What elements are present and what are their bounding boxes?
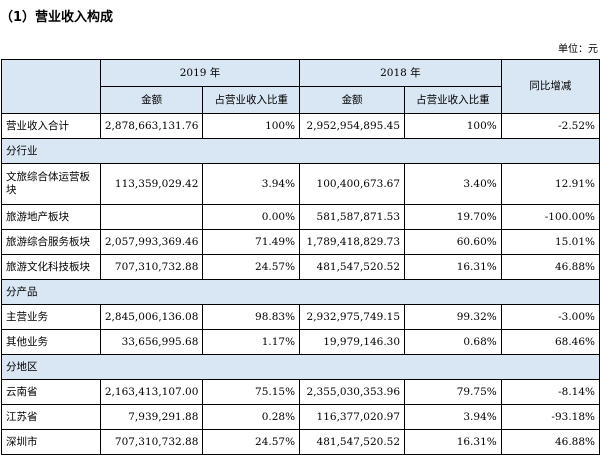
ratio-2019: 100% [202,113,301,139]
amount-2018: 100,400,673.67 [299,163,406,205]
section-row-product: 分产品 [1,279,600,305]
header-amount-2018: 金额 [299,86,406,114]
header-2018: 2018 年 [299,59,502,87]
ratio-2018: 79.75% [404,379,502,405]
ratio-2019: 24.57% [202,254,301,280]
row-label: 旅游综合服务板块 [1,229,101,255]
yoy-change: 46.88% [500,254,600,280]
ratio-2018: 99.32% [404,304,502,330]
ratio-2018: 3.94% [404,404,502,430]
row-label: 江苏省 [1,404,101,430]
header-blank [1,59,101,114]
amount-2018: 581,587,871.53 [299,204,406,230]
header-amount-2019: 金额 [99,86,204,114]
ratio-2018: 100% [404,113,502,139]
ratio-2018: 19.70% [404,204,502,230]
amount-2018: 1,789,418,829.73 [299,229,406,255]
yoy-change: 46.88% [500,429,600,455]
total-row: 营业收入合计 2,878,663,131.76 100% 2,952,954,8… [1,113,600,139]
ratio-2019: 75.15% [202,379,301,405]
row-label: 云南省 [1,379,101,405]
table-row: 文旅综合体运营板块 113,359,029.42 3.94% 100,400,6… [1,163,600,205]
ratio-2019: 0.28% [202,404,301,430]
ratio-2019: 24.57% [202,429,301,455]
ratio-2019: 98.83% [202,304,301,330]
amount-2018: 2,932,975,749.15 [299,304,406,330]
row-label: 营业收入合计 [1,113,101,139]
amount-2018: 2,952,954,895.45 [299,113,406,139]
amount-2019: 2,878,663,131.76 [99,113,204,139]
yoy-change: -8.14% [500,379,600,405]
amount-2019 [99,204,204,230]
yoy-change: -3.00% [500,304,600,330]
ratio-2019: 71.49% [202,229,301,255]
ratio-2018: 0.68% [404,329,502,355]
amount-2019: 707,310,732.88 [99,429,204,455]
section-row-region: 分地区 [1,354,600,380]
yoy-change: -2.52% [500,113,600,139]
amount-2019: 33,656,995.68 [99,329,204,355]
ratio-2018: 3.40% [404,163,502,205]
section-label: 分产品 [1,279,600,305]
amount-2019: 2,057,993,369.46 [99,229,204,255]
header-ratio-2018: 占营业收入比重 [404,86,502,114]
yoy-change: 68.46% [500,329,600,355]
table-row: 主营业务 2,845,006,136.08 98.83% 2,932,975,7… [1,304,600,330]
row-label: 深圳市 [1,429,101,455]
table-row: 江苏省 7,939,291.88 0.28% 116,377,020.97 3.… [1,404,600,430]
header-ratio-2019: 占营业收入比重 [202,86,301,114]
table-row: 其他业务 33,656,995.68 1.17% 19,979,146.30 0… [1,329,600,355]
revenue-table: 2019 年 2018 年 同比增减 金额 占营业收入比重 金额 占营业收入比重… [1,59,600,455]
amount-2018: 116,377,020.97 [299,404,406,430]
section-row-industry: 分行业 [1,138,600,164]
header-row-fields: 金额 占营业收入比重 金额 占营业收入比重 [2,86,600,114]
row-label: 其他业务 [1,329,101,355]
ratio-2019: 3.94% [202,163,301,205]
ratio-2018: 60.60% [404,229,502,255]
ratio-2019: 0.00% [202,204,301,230]
header-yoy: 同比增减 [500,59,600,114]
amount-2019: 707,310,732.88 [99,254,204,280]
amount-2019: 2,163,413,107.00 [99,379,204,405]
row-label: 旅游文化科技板块 [1,254,101,280]
yoy-change: -100.00% [500,204,600,230]
ratio-2018: 16.31% [404,429,502,455]
row-label: 主营业务 [1,304,101,330]
amount-2018: 2,355,030,353.96 [299,379,406,405]
ratio-2019: 1.17% [202,329,301,355]
section-label: 分地区 [1,354,600,380]
section-title: （1）营业收入构成 [0,10,114,25]
table-row: 旅游文化科技板块 707,310,732.88 24.57% 481,547,5… [1,254,600,280]
table-row: 云南省 2,163,413,107.00 75.15% 2,355,030,35… [1,379,600,405]
table-row: 旅游综合服务板块 2,057,993,369.46 71.49% 1,789,4… [1,229,600,255]
amount-2018: 19,979,146.30 [299,329,406,355]
header-2019: 2019 年 [99,59,301,87]
unit-label: 单位：元 [558,44,598,55]
amount-2019: 113,359,029.42 [99,163,204,205]
yoy-change: 15.01% [500,229,600,255]
yoy-change: -93.18% [500,404,600,430]
ratio-2018: 16.31% [404,254,502,280]
header-row-years: 2019 年 2018 年 同比增减 [1,59,600,114]
amount-2018: 481,547,520.52 [299,429,406,455]
section-label: 分行业 [1,138,600,164]
amount-2019: 2,845,006,136.08 [99,304,204,330]
row-label: 旅游地产板块 [1,204,101,230]
yoy-change: 12.91% [500,163,600,205]
table-row: 深圳市 707,310,732.88 24.57% 481,547,520.52… [1,429,600,455]
table-row: 旅游地产板块 0.00% 581,587,871.53 19.70% -100.… [1,204,600,230]
amount-2018: 481,547,520.52 [299,254,406,280]
row-label: 文旅综合体运营板块 [1,163,101,205]
amount-2019: 7,939,291.88 [99,404,204,430]
